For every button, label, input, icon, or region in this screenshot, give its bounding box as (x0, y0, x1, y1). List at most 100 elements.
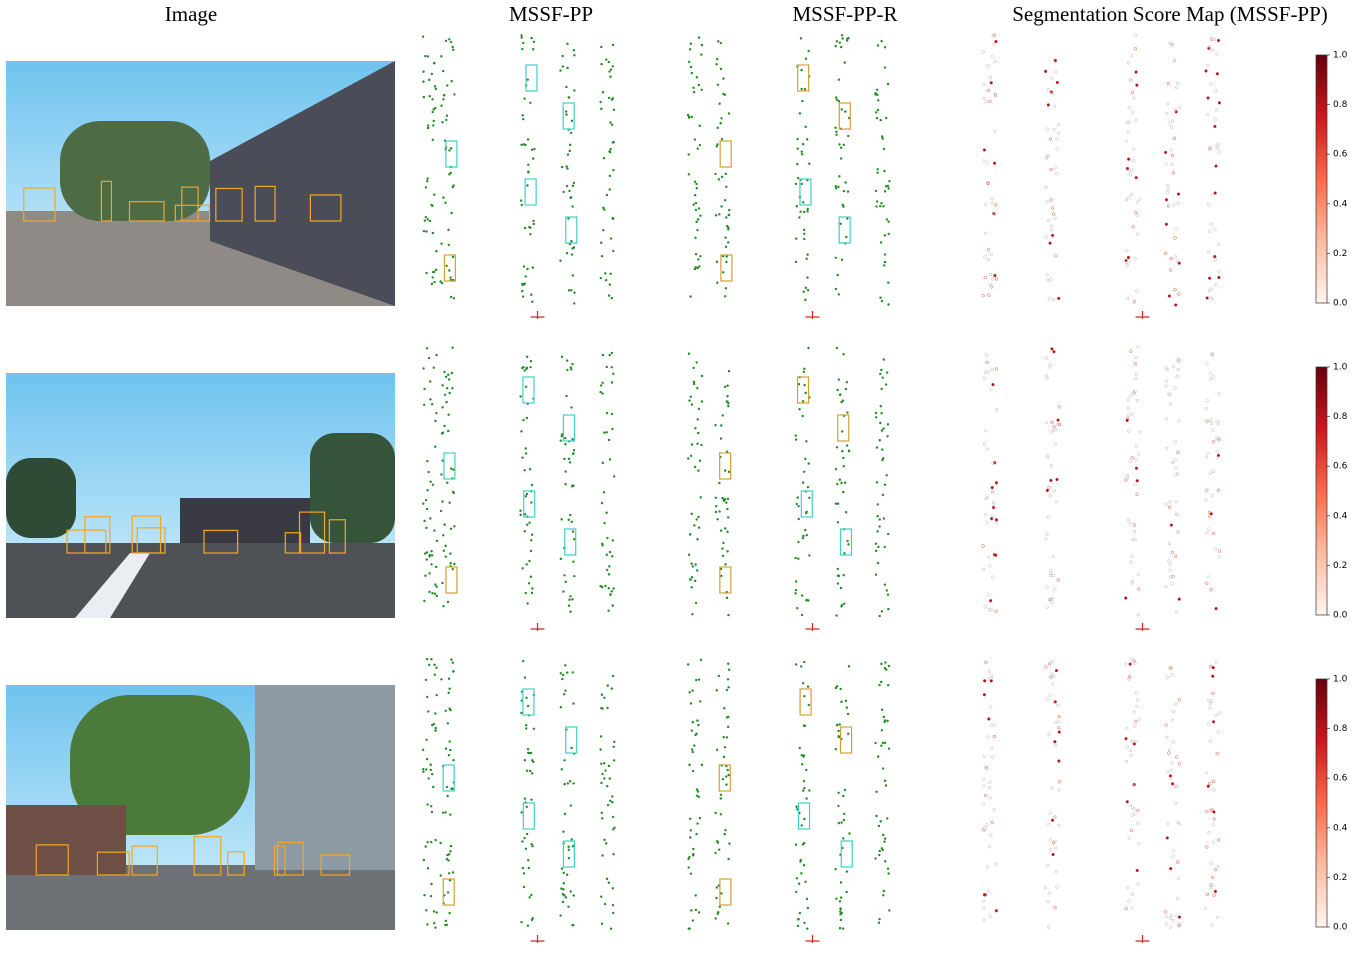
point (1137, 717, 1141, 721)
point (1137, 587, 1141, 591)
point (1171, 171, 1176, 175)
point (1046, 899, 1050, 904)
point (566, 368, 569, 372)
point (886, 719, 889, 723)
point (1204, 406, 1208, 411)
point (1209, 37, 1214, 41)
point (989, 674, 994, 678)
score-map (981, 657, 1221, 943)
point (878, 849, 881, 853)
point (607, 438, 611, 442)
point (715, 504, 718, 508)
object-box (254, 185, 276, 222)
point (888, 909, 891, 912)
point (569, 513, 572, 517)
point (1164, 162, 1168, 166)
point (1054, 70, 1058, 74)
point (1176, 471, 1180, 476)
bev-box (562, 414, 576, 442)
point (528, 559, 531, 563)
point (876, 530, 879, 533)
point (565, 85, 568, 89)
point (449, 527, 453, 531)
point (690, 586, 693, 589)
point (522, 872, 526, 875)
point (439, 841, 442, 845)
point (524, 447, 527, 450)
point (1166, 821, 1170, 826)
point (1129, 560, 1133, 564)
point (1212, 817, 1216, 821)
point (835, 130, 838, 133)
point (1212, 840, 1216, 844)
point (797, 540, 800, 544)
point (839, 881, 843, 884)
point (422, 229, 426, 233)
point (431, 98, 434, 101)
point (524, 143, 527, 147)
bev-box (720, 254, 733, 282)
point (602, 206, 605, 209)
point (441, 69, 445, 73)
point (448, 149, 451, 152)
point (716, 143, 719, 146)
point (1053, 587, 1057, 591)
point (1211, 375, 1215, 379)
point (806, 276, 809, 279)
point (838, 41, 841, 44)
point (571, 485, 574, 488)
point (699, 254, 702, 258)
point (425, 526, 428, 530)
point (803, 724, 807, 728)
houses (6, 805, 126, 875)
point (611, 43, 615, 47)
point (1168, 392, 1172, 396)
point (605, 511, 608, 514)
point (603, 902, 607, 906)
point (888, 179, 891, 183)
point (1214, 713, 1218, 718)
point (522, 117, 525, 121)
point (726, 530, 729, 533)
point (1173, 702, 1178, 707)
point (694, 563, 697, 566)
point (794, 434, 797, 437)
point (612, 759, 616, 762)
point (448, 707, 451, 710)
point (844, 181, 847, 184)
point (1135, 398, 1139, 403)
point (446, 481, 449, 484)
point (1208, 296, 1212, 300)
point (1132, 300, 1137, 304)
point (991, 505, 996, 510)
object-box (174, 204, 211, 222)
point (694, 208, 698, 212)
point (1205, 419, 1209, 423)
point (805, 897, 809, 901)
point (1208, 701, 1213, 706)
point (686, 663, 690, 666)
ego-marker (805, 311, 820, 319)
point (1172, 709, 1176, 714)
point (1044, 235, 1048, 239)
point (695, 361, 698, 364)
colorbar-tick-label: 0.8 (1333, 724, 1348, 734)
point (564, 470, 567, 473)
point (426, 803, 429, 806)
point (1207, 229, 1212, 233)
point (722, 755, 726, 759)
point (1133, 724, 1137, 728)
bev-box (565, 726, 578, 754)
point (880, 708, 884, 711)
point (989, 387, 993, 392)
point (794, 556, 797, 560)
point (886, 423, 890, 426)
point (1054, 846, 1058, 850)
point (697, 526, 701, 529)
point (433, 62, 436, 65)
point (723, 707, 726, 710)
point (716, 57, 719, 61)
point (874, 92, 877, 95)
point (887, 187, 890, 190)
point (449, 276, 452, 279)
